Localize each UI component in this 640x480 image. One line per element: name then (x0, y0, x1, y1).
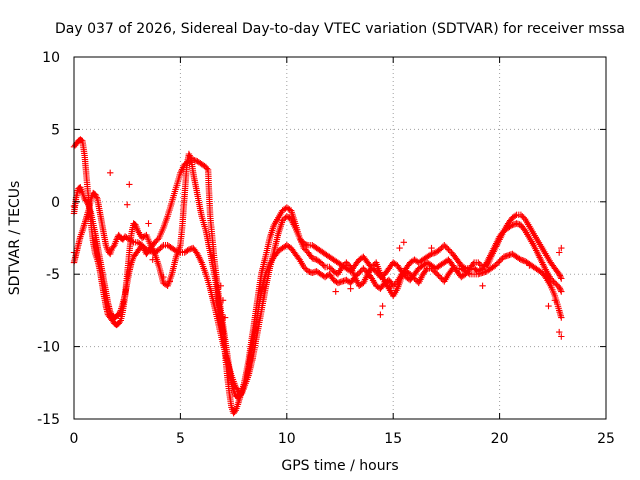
x-tick-label: 0 (70, 431, 79, 447)
x-tick-label: 20 (491, 431, 509, 447)
y-tick-label: 0 (51, 195, 60, 211)
data-points (70, 136, 565, 417)
y-tick-label: -15 (37, 412, 60, 428)
y-tick-label: 5 (51, 122, 60, 138)
axis-ticks: 0 5 10 15 20 25 -15 -10 -5 0 5 10 (37, 50, 615, 447)
y-tick-label: -10 (37, 340, 60, 356)
x-tick-label: 25 (597, 431, 615, 447)
y-axis-label: SDTVAR / TECUs (7, 181, 23, 296)
data-point-markers (70, 136, 565, 417)
chart-title: Day 037 of 2026, Sidereal Day-to-day VTE… (55, 21, 625, 37)
y-tick-label: 10 (42, 50, 60, 66)
x-tick-label: 10 (278, 431, 296, 447)
x-tick-label: 15 (384, 431, 402, 447)
y-tick-label: -5 (46, 267, 60, 283)
plot-frame (73, 56, 607, 420)
x-axis-label: GPS time / hours (281, 458, 398, 474)
x-tick-label: 5 (176, 431, 185, 447)
